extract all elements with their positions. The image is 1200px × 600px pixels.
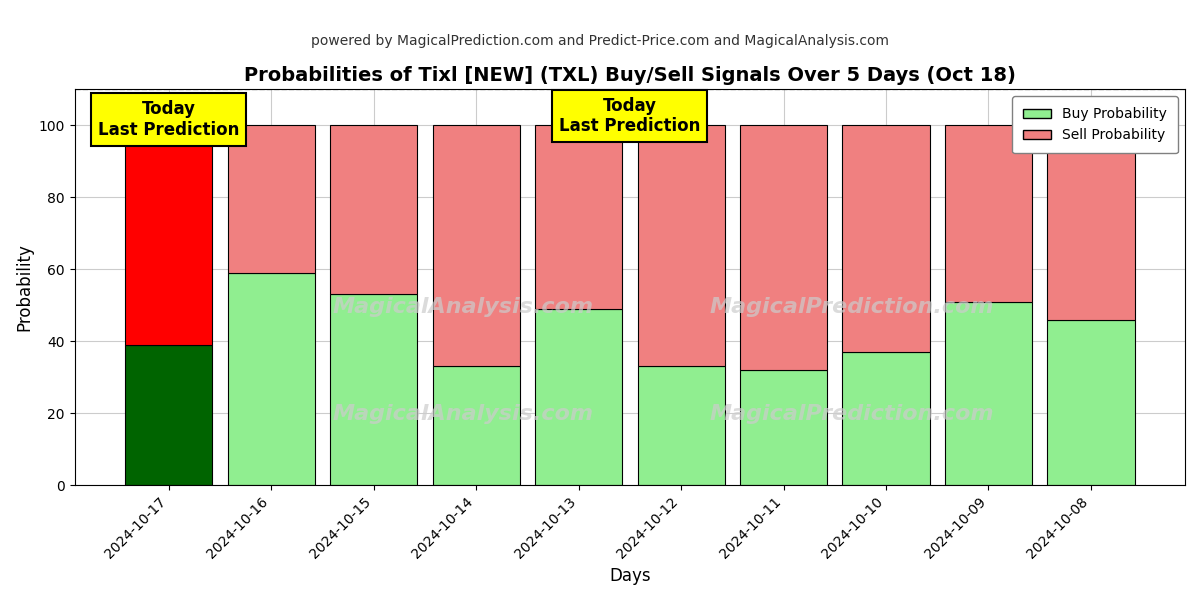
Bar: [740, 370, 827, 485]
Bar: [842, 125, 930, 352]
Bar: [740, 125, 827, 370]
Text: powered by MagicalPrediction.com and Predict-Price.com and MagicalAnalysis.com: powered by MagicalPrediction.com and Pre…: [311, 34, 889, 48]
Bar: [535, 125, 622, 309]
Text: MagicalPrediction.com: MagicalPrediction.com: [709, 297, 994, 317]
Bar: [432, 125, 520, 367]
Text: MagicalAnalysis.com: MagicalAnalysis.com: [332, 404, 594, 424]
Title: Probabilities of Tixl [NEW] (TXL) Buy/Sell Signals Over 5 Days (Oct 18): Probabilities of Tixl [NEW] (TXL) Buy/Se…: [244, 66, 1015, 85]
X-axis label: Days: Days: [610, 567, 650, 585]
Bar: [330, 125, 418, 295]
Bar: [330, 295, 418, 485]
Text: Today
Last Prediction: Today Last Prediction: [559, 97, 701, 136]
Bar: [944, 302, 1032, 485]
Bar: [1048, 320, 1134, 485]
Bar: [535, 309, 622, 485]
Y-axis label: Probability: Probability: [16, 244, 34, 331]
Text: MagicalAnalysis.com: MagicalAnalysis.com: [332, 297, 594, 317]
Text: Today
Last Prediction: Today Last Prediction: [98, 100, 239, 139]
Bar: [125, 345, 212, 485]
Bar: [125, 125, 212, 345]
Text: MagicalPrediction.com: MagicalPrediction.com: [709, 404, 994, 424]
Bar: [637, 125, 725, 367]
Bar: [944, 125, 1032, 302]
Bar: [228, 125, 314, 273]
Bar: [1048, 125, 1134, 320]
Bar: [842, 352, 930, 485]
Bar: [228, 273, 314, 485]
Bar: [637, 367, 725, 485]
Bar: [432, 367, 520, 485]
Legend: Buy Probability, Sell Probability: Buy Probability, Sell Probability: [1012, 96, 1178, 154]
